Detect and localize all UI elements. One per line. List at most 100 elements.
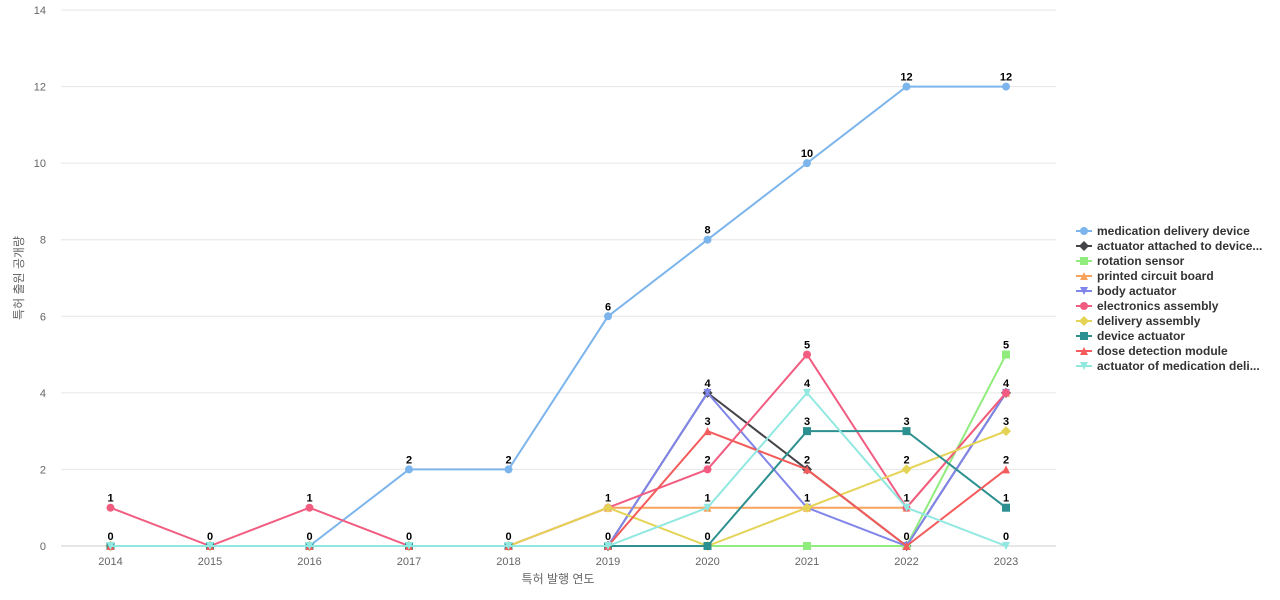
- data-point[interactable]: [802, 502, 812, 513]
- legend-item[interactable]: device actuator: [1076, 329, 1185, 343]
- series-line[interactable]: [110, 391, 1007, 547]
- x-tick-label: 2015: [198, 556, 222, 568]
- data-point[interactable]: [1002, 388, 1010, 397]
- data-point[interactable]: [703, 465, 712, 474]
- series-9: [106, 388, 1010, 550]
- data-point[interactable]: [902, 503, 911, 512]
- data-point[interactable]: [106, 542, 115, 550]
- data-point[interactable]: [106, 503, 115, 512]
- series-line[interactable]: [110, 430, 1007, 547]
- data-label: 0: [505, 531, 511, 543]
- legend-item[interactable]: dose detection module: [1076, 344, 1228, 358]
- data-point[interactable]: [703, 542, 712, 550]
- data-point[interactable]: [902, 427, 911, 436]
- legend-item[interactable]: body actuator: [1076, 284, 1177, 298]
- data-point[interactable]: [803, 427, 811, 436]
- legend-marker[interactable]: [1080, 227, 1088, 235]
- data-point[interactable]: [1002, 350, 1010, 359]
- series-7: [106, 427, 1010, 550]
- legend-item[interactable]: electronics assembly: [1076, 299, 1219, 313]
- data-label: 3: [704, 416, 710, 428]
- y-tick-label: 14: [34, 5, 46, 17]
- legend-item[interactable]: rotation sensor: [1076, 254, 1185, 268]
- data-point[interactable]: [604, 312, 612, 321]
- x-tick-label: 2017: [397, 556, 421, 568]
- x-tick-label: 2019: [596, 556, 620, 568]
- legend-marker[interactable]: [1079, 241, 1089, 251]
- data-point[interactable]: [504, 542, 513, 550]
- legend-marker[interactable]: [1080, 272, 1088, 280]
- data-point[interactable]: [405, 465, 413, 474]
- data-point[interactable]: [305, 503, 314, 512]
- legend-marker[interactable]: [1080, 257, 1088, 265]
- data-point[interactable]: [1002, 465, 1010, 474]
- legend-marker[interactable]: [1080, 302, 1088, 310]
- x-tick-label: 2022: [894, 556, 918, 568]
- series-group: [105, 82, 1011, 551]
- data-label: 5: [1003, 340, 1009, 352]
- data-point[interactable]: [803, 465, 811, 474]
- data-label: 6: [605, 301, 611, 313]
- data-point[interactable]: [703, 503, 712, 512]
- x-tick-label: 2018: [496, 556, 520, 568]
- data-label: 1: [804, 493, 810, 505]
- data-label: 0: [207, 531, 213, 543]
- legend-marker[interactable]: [1080, 347, 1088, 355]
- series-line[interactable]: [110, 430, 1007, 547]
- legend-label: electronics assembly: [1097, 299, 1219, 313]
- legend-label: rotation sensor: [1097, 254, 1185, 268]
- data-label: 0: [605, 531, 611, 543]
- data-point[interactable]: [902, 82, 911, 91]
- data-point[interactable]: [1001, 426, 1011, 437]
- data-label: 2: [1003, 454, 1009, 466]
- data-point[interactable]: [1002, 542, 1010, 550]
- data-point[interactable]: [901, 464, 912, 475]
- legend-label: actuator attached to device...: [1097, 239, 1262, 253]
- data-point[interactable]: [803, 388, 811, 397]
- legend-label: printed circuit board: [1097, 269, 1214, 283]
- data-label: 2: [406, 454, 412, 466]
- legend-marker[interactable]: [1079, 316, 1089, 326]
- data-point[interactable]: [206, 542, 214, 550]
- data-point[interactable]: [504, 465, 513, 474]
- data-point[interactable]: [703, 235, 712, 244]
- series-line[interactable]: [110, 354, 1007, 547]
- data-point[interactable]: [305, 542, 314, 550]
- data-label: 3: [1003, 416, 1009, 428]
- data-point[interactable]: [604, 542, 612, 550]
- legend-marker[interactable]: [1080, 332, 1088, 340]
- y-tick-label: 10: [34, 158, 46, 170]
- data-point[interactable]: [703, 427, 712, 436]
- data-label: 1: [903, 493, 909, 505]
- data-point[interactable]: [803, 159, 811, 168]
- x-tick-label: 2016: [297, 556, 321, 568]
- y-tick-label: 4: [40, 388, 46, 400]
- series-line[interactable]: [110, 430, 1007, 547]
- legend-item[interactable]: printed circuit board: [1076, 269, 1214, 283]
- data-point[interactable]: [803, 350, 811, 359]
- data-label: 1: [306, 493, 312, 505]
- data-point[interactable]: [1002, 503, 1010, 512]
- data-point[interactable]: [703, 388, 712, 397]
- data-point[interactable]: [405, 542, 413, 550]
- x-tick-label: 2014: [98, 556, 122, 568]
- legend-marker[interactable]: [1080, 287, 1088, 295]
- data-point[interactable]: [603, 502, 613, 513]
- legend-item[interactable]: actuator attached to device...: [1076, 239, 1262, 253]
- data-point[interactable]: [1002, 82, 1010, 91]
- data-label: 2: [505, 454, 511, 466]
- series-line[interactable]: [110, 353, 1007, 547]
- legend-item[interactable]: medication delivery device: [1076, 224, 1250, 238]
- data-point[interactable]: [803, 542, 811, 550]
- legend-item[interactable]: delivery assembly: [1076, 314, 1201, 328]
- legend-marker[interactable]: [1080, 362, 1088, 370]
- data-label: 0: [107, 531, 113, 543]
- legend-item[interactable]: actuator of medication deli...: [1076, 359, 1260, 373]
- data-point[interactable]: [902, 542, 911, 550]
- y-axis-title: 특허 출원 공개량: [12, 236, 26, 320]
- data-label: 1: [107, 493, 113, 505]
- data-label: 8: [704, 225, 710, 237]
- legend-label: actuator of medication deli...: [1097, 359, 1260, 373]
